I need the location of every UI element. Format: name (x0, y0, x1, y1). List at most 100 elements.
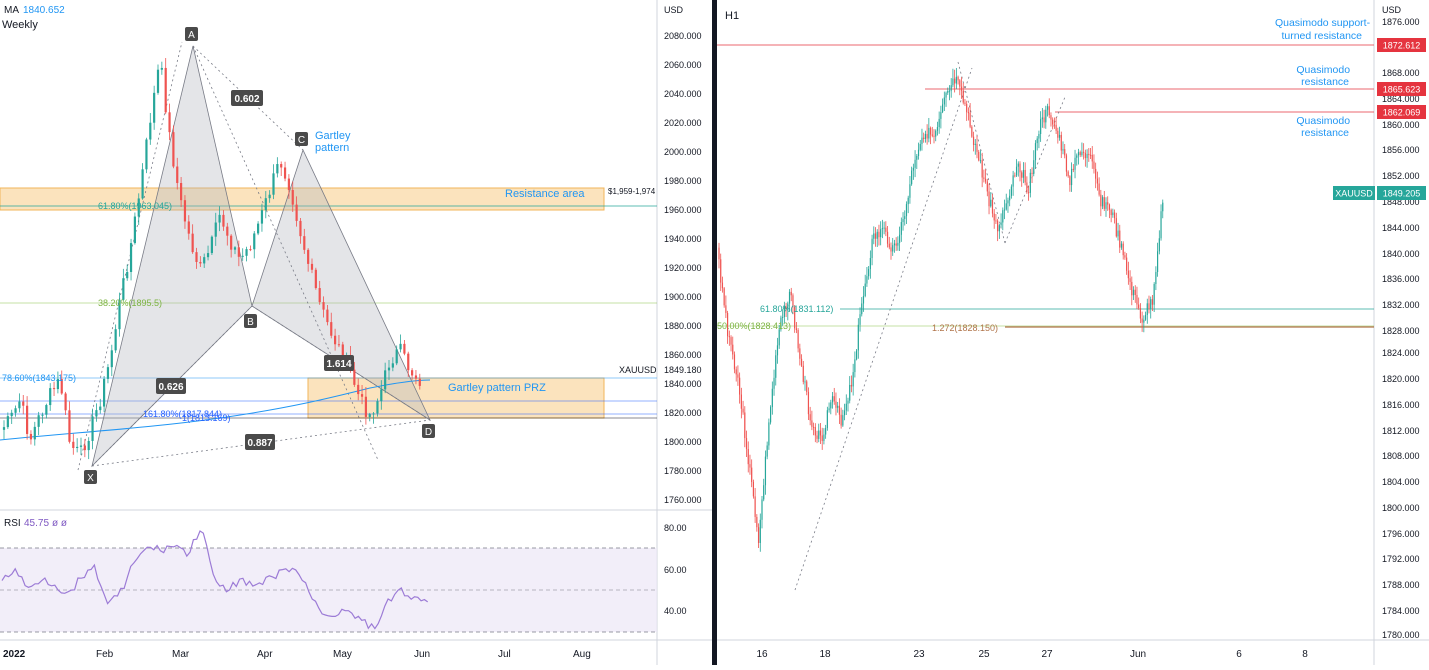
candle-body (745, 438, 748, 450)
candle-body (783, 306, 785, 317)
h1-date-tick: 27 (1041, 649, 1053, 660)
candle-body (806, 381, 808, 392)
candle-body (988, 191, 990, 207)
candle-body (842, 415, 844, 426)
candle-body (861, 303, 863, 315)
candle-body (725, 305, 727, 313)
candle-body (737, 374, 739, 378)
candle-body (1136, 294, 1138, 305)
candle-body (1050, 115, 1052, 120)
candle-body (902, 218, 904, 223)
gartley-pattern-title: Gartley pattern (315, 130, 354, 154)
candle-body (919, 143, 921, 150)
weekly-chart-pane[interactable]: A B C D X 0.602 0.626 1.614 (0, 0, 712, 665)
candle-body (1024, 169, 1026, 183)
indicator-value: 1840.652 (23, 5, 65, 16)
candle-body (862, 295, 865, 304)
candle-body (326, 309, 329, 323)
candle-body (303, 236, 306, 250)
h1-time-axis[interactable]: 16 18 23 25 27 Jun 6 8 (756, 649, 1308, 660)
candle-body (164, 67, 167, 113)
candle-body (759, 519, 761, 543)
rsi-tick-40: 40.00 (664, 606, 687, 616)
candle-body (191, 233, 194, 253)
candle-body (1110, 209, 1112, 216)
candle-body (1015, 166, 1018, 176)
h1-price-axis[interactable]: 1876.000 1868.000 1864.000 1860.000 1856.000… (1382, 17, 1420, 640)
candle-body (218, 214, 221, 223)
h1-price-tick: 1832.000 (1382, 300, 1420, 310)
candle-body (110, 350, 113, 368)
price-tick: 2000.000 (664, 147, 702, 157)
h1-timeframe-label: H1 (725, 10, 739, 22)
price-tick: 1800.000 (664, 437, 702, 447)
svg-text:1849.205: 1849.205 (1383, 189, 1421, 199)
candle-body (52, 388, 56, 390)
candle-body (1129, 278, 1131, 282)
candle-body (831, 396, 834, 403)
candle-body (22, 401, 25, 406)
candle-body (917, 149, 920, 156)
ratio-label-1614: 1.614 (324, 355, 354, 371)
h1-fib-50: 50.00%(1828.413) (717, 321, 791, 331)
candle-body (272, 173, 275, 195)
candle-body (778, 329, 780, 346)
candle-body (1026, 182, 1028, 193)
candle-body (721, 282, 724, 289)
candle-body (1021, 172, 1023, 178)
candle-body (780, 317, 782, 330)
resistance-range-label: $1,959-1,974 (608, 187, 656, 196)
candle-body (1146, 303, 1148, 315)
candle-body (960, 86, 963, 91)
candle-body (372, 413, 375, 415)
candle-body (1108, 204, 1111, 210)
candle-body (740, 394, 742, 409)
candle-body (833, 396, 835, 402)
candle-body (788, 291, 791, 304)
candle-body (1117, 230, 1119, 237)
h1-fib-1272: 1.272(1828.150) (932, 323, 998, 333)
candle-body (214, 222, 217, 237)
candle-body (895, 243, 897, 246)
candle-body (322, 302, 325, 310)
candle-body (1095, 168, 1097, 179)
h1-price-tick: 1852.000 (1382, 171, 1420, 181)
candle-body (955, 76, 957, 84)
candle-body (804, 381, 806, 383)
candle-body (2, 427, 6, 430)
candle-body (1041, 117, 1043, 120)
candle-body (414, 375, 418, 379)
candle-body (770, 407, 772, 423)
pane-divider[interactable] (712, 0, 717, 665)
candle-body (1002, 210, 1004, 223)
candle-body (56, 379, 59, 390)
candle-body (876, 231, 878, 239)
svg-text:0.602: 0.602 (234, 94, 259, 105)
candle-body (114, 329, 117, 351)
price-axis[interactable]: 2080.000 2060.000 2040.000 2020.000 2000.000… (664, 31, 702, 505)
candle-body (739, 377, 741, 395)
h1-price-tick: 1812.000 (1382, 426, 1420, 436)
h1-price-tick: 1808.000 (1382, 451, 1420, 461)
candle-body (931, 134, 933, 136)
time-axis[interactable]: 2022 Feb Mar Apr May Jun Jul Aug (3, 649, 591, 660)
candle-body (991, 199, 994, 214)
candle-body (341, 344, 344, 364)
candle-body (981, 160, 983, 178)
candle-body (180, 183, 183, 201)
candle-body (283, 167, 287, 179)
candle-body (257, 223, 260, 234)
date-tick: 2022 (3, 649, 26, 660)
candle-body (1138, 304, 1140, 309)
candle-body (395, 349, 398, 364)
h1-date-tick: 25 (978, 649, 990, 660)
candle-body (1058, 134, 1061, 138)
level-label-1: Quasimodo support- turned resistance (1275, 17, 1373, 42)
candle-body (330, 322, 333, 336)
candle-body (940, 112, 942, 119)
candle-body (935, 130, 937, 137)
candle-body (237, 247, 240, 257)
candle-body (799, 348, 801, 359)
candle-body (954, 78, 956, 84)
h1-chart-pane[interactable]: Quasimodo support- turned resistance Qua… (717, 0, 1429, 665)
